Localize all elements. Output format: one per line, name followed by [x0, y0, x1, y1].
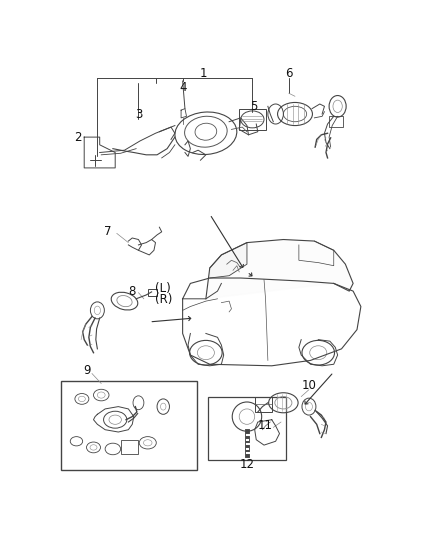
Text: 7: 7 [104, 225, 111, 238]
Bar [120, 440, 138, 454]
Text: 4: 4 [179, 80, 187, 94]
Polygon shape [210, 243, 247, 278]
Text: 10: 10 [301, 379, 316, 392]
Text: (L): (L) [155, 282, 171, 295]
Text: 2: 2 [74, 131, 82, 143]
Bar [61, 381, 197, 470]
Text: 3: 3 [135, 108, 142, 120]
Polygon shape [206, 239, 353, 299]
Text: 5: 5 [250, 100, 258, 113]
Text: 9: 9 [84, 364, 91, 377]
Text: 6: 6 [285, 67, 293, 80]
Bar [208, 397, 286, 460]
Text: 1: 1 [200, 67, 207, 80]
Bar [239, 109, 266, 130]
Text: 12: 12 [240, 458, 254, 471]
Bar [329, 116, 343, 127]
Text: 11: 11 [258, 419, 273, 432]
Text: (R): (R) [155, 293, 173, 306]
Bar [255, 397, 272, 412]
Text: 8: 8 [129, 285, 136, 297]
Bar [148, 289, 157, 296]
